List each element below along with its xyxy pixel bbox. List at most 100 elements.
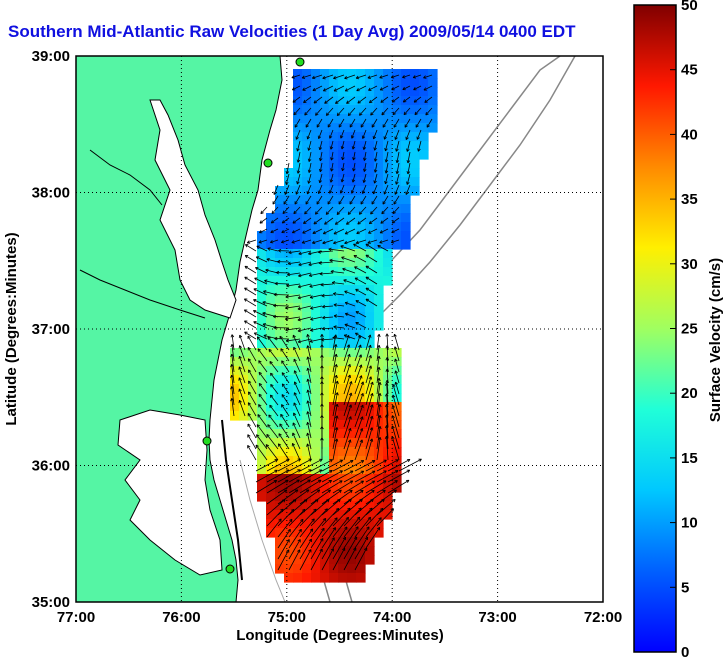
- velocity-arrow: [365, 376, 372, 395]
- velocity-arrow: [309, 283, 323, 288]
- colorbar: [633, 4, 677, 653]
- velocity-arrowhead: [292, 432, 296, 436]
- colorbar-tick-label: 15: [681, 450, 698, 467]
- velocity-arrow: [379, 85, 389, 91]
- velocity-arrowhead: [370, 112, 374, 116]
- velocity-arrow: [318, 250, 334, 253]
- velocity-cell: [419, 78, 429, 88]
- velocity-cell: [356, 528, 366, 538]
- velocity-arrow: [321, 470, 343, 483]
- velocity-cell: [347, 105, 357, 115]
- velocity-cell: [275, 564, 285, 574]
- velocity-arrow: [272, 195, 279, 205]
- plot-frame: [75, 55, 604, 603]
- velocity-arrow: [325, 107, 334, 116]
- velocity-cell: [257, 375, 267, 385]
- velocity-arrowhead: [330, 168, 334, 172]
- velocity-arrow: [247, 434, 257, 450]
- velocity-arrowhead: [291, 442, 296, 447]
- velocity-cell: [419, 141, 429, 151]
- velocity-cell: [311, 141, 321, 151]
- velocity-arrow: [306, 184, 312, 195]
- velocity-arrow: [343, 536, 358, 560]
- velocity-arrow: [310, 294, 323, 298]
- velocity-arrowhead: [334, 364, 338, 368]
- velocity-arrow: [344, 302, 356, 307]
- velocity-cell: [419, 87, 429, 97]
- velocity-cell: [356, 411, 366, 421]
- velocity-arrowhead: [297, 306, 301, 311]
- velocity-cell: [302, 213, 312, 223]
- velocity-arrowhead: [293, 358, 297, 363]
- velocity-cell: [311, 150, 321, 160]
- velocity-cell: [320, 537, 330, 547]
- velocity-arrowhead: [364, 547, 368, 551]
- velocity-arrow: [398, 458, 422, 472]
- velocity-arrow: [365, 517, 382, 538]
- velocity-cell: [347, 231, 357, 241]
- velocity-arrowhead: [282, 499, 286, 503]
- velocity-cell: [392, 240, 402, 250]
- velocity-cell: [347, 474, 357, 484]
- velocity-arrow: [343, 498, 363, 516]
- velocity-arrow: [363, 151, 367, 161]
- velocity-arrowhead: [298, 251, 302, 256]
- velocity-cell: [284, 240, 294, 250]
- velocity-cell: [374, 249, 384, 259]
- velocity-arrow: [307, 129, 312, 140]
- velocity-arrow: [395, 370, 400, 384]
- velocity-cell: [293, 267, 303, 277]
- velocity-arrowhead: [360, 381, 365, 385]
- velocity-arrowhead: [416, 136, 420, 140]
- velocity-arrow: [288, 509, 306, 527]
- velocity-cell: [266, 276, 276, 286]
- velocity-arrow: [297, 316, 312, 321]
- velocity-arrowhead: [348, 498, 352, 503]
- velocity-cell: [419, 123, 429, 133]
- velocity-cell: [257, 276, 267, 286]
- velocity-arrowhead: [346, 221, 350, 225]
- velocity-arrow: [248, 391, 257, 406]
- velocity-cell: [365, 159, 375, 169]
- velocity-arrowhead: [338, 124, 342, 128]
- velocity-arrow: [413, 85, 422, 91]
- velocity-arrowhead: [395, 470, 399, 474]
- velocity-cell: [320, 231, 330, 241]
- velocity-cell: [383, 114, 393, 124]
- velocity-arrow: [355, 300, 367, 307]
- velocity-arrowhead: [253, 288, 257, 292]
- velocity-cell: [329, 123, 339, 133]
- velocity-arrowhead: [313, 508, 317, 513]
- velocity-arrowhead: [263, 334, 267, 338]
- velocity-arrow: [365, 508, 384, 527]
- velocity-cell: [338, 366, 348, 376]
- velocity-cell: [311, 186, 321, 196]
- velocity-arrow: [322, 316, 334, 319]
- velocity-cell: [347, 501, 357, 511]
- velocity-arrow: [336, 107, 345, 116]
- velocity-arrowhead: [367, 240, 371, 244]
- radar-station: [202, 436, 212, 446]
- velocity-arrowhead: [394, 191, 398, 195]
- velocity-cell: [356, 465, 366, 475]
- velocity-arrowhead: [293, 346, 297, 351]
- velocity-arrow: [365, 265, 378, 274]
- velocity-cell: [311, 420, 321, 430]
- velocity-arrowhead: [296, 148, 300, 152]
- velocity-arrow: [280, 414, 290, 428]
- velocity-arrow: [258, 393, 268, 406]
- velocity-arrow: [321, 294, 334, 297]
- velocity-arrowhead: [356, 516, 361, 521]
- velocity-cell: [356, 294, 366, 304]
- velocity-arrow: [412, 74, 422, 78]
- velocity-arrow: [299, 549, 312, 571]
- velocity-cell: [392, 402, 402, 412]
- velocity-cell: [383, 168, 393, 178]
- velocity-arrow: [345, 313, 356, 318]
- velocity-arrow: [330, 173, 334, 183]
- velocity-cell: [365, 231, 375, 241]
- velocity-arrowhead: [359, 439, 364, 443]
- velocity-arrow: [277, 529, 291, 549]
- velocity-arrowhead: [286, 549, 290, 553]
- velocity-cell: [284, 429, 294, 439]
